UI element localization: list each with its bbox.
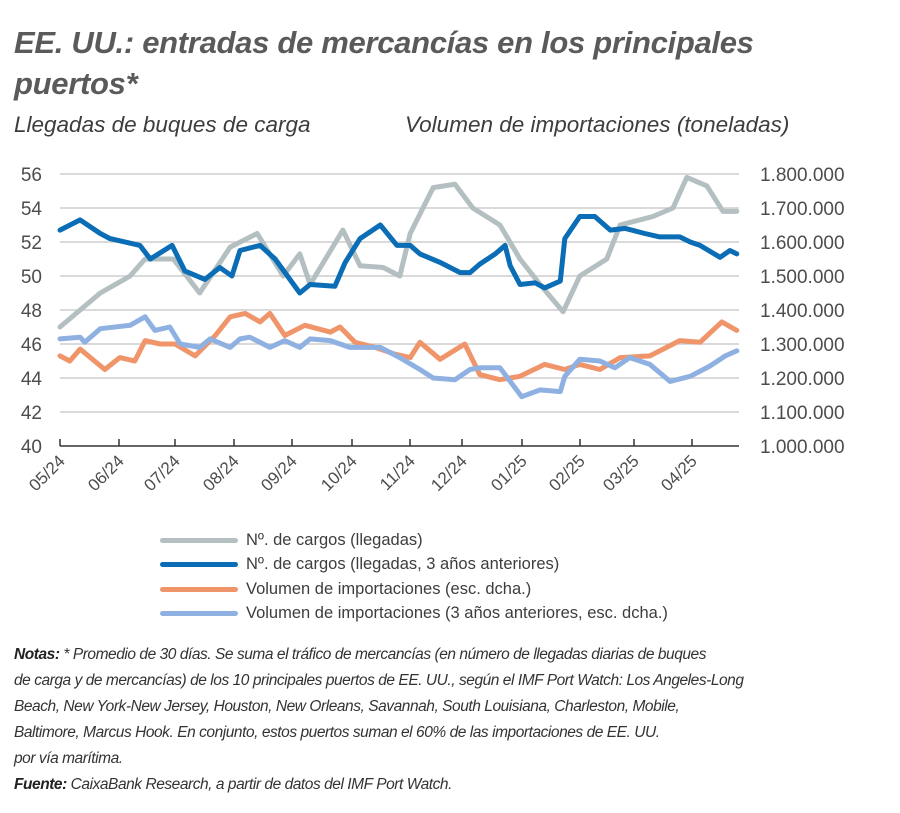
y-tick-label-right: 1.100.000 xyxy=(760,403,845,424)
series-line-import-volume-3y-prior xyxy=(57,314,740,400)
notes: Notas: * Promedio de 30 días. Se suma el… xyxy=(14,642,744,798)
chart-title: EE. UU.: entradas de mercancías en los p… xyxy=(14,22,874,104)
notes-line: Beach, New York-New Jersey, Houston, New… xyxy=(14,698,680,715)
legend-label: Nº. de cargos (llegadas) xyxy=(246,530,423,549)
y-tick-label-left: 54 xyxy=(21,199,43,220)
notes-line: Notas: * Promedio de 30 días. Se suma el… xyxy=(14,642,744,668)
y-tick-label-right: 1.400.000 xyxy=(760,301,845,322)
x-tick-label: 03/25 xyxy=(599,451,643,495)
x-tick-label: 08/24 xyxy=(199,451,243,495)
legend-swatch xyxy=(160,586,238,592)
notes-line: Baltimore, Marcus Hook. En conjunto, est… xyxy=(14,724,660,741)
legend-label: Nº. de cargos (llegadas, 3 años anterior… xyxy=(246,555,560,574)
chart-title-line-2: puertos* xyxy=(14,66,138,101)
y-tick-label-left: 48 xyxy=(21,301,42,322)
y-tick-label-left: 44 xyxy=(21,369,43,390)
legend-swatch xyxy=(160,537,238,543)
chart-title-line-1: EE. UU.: entradas de mercancías en los p… xyxy=(14,25,754,60)
y-tick-label-right: 1.200.000 xyxy=(760,369,845,390)
legend-item: Volumen de importaciones (3 años anterio… xyxy=(160,602,668,627)
legend: Nº. de cargos (llegadas) Nº. de cargos (… xyxy=(160,528,668,626)
x-tick-label: 10/24 xyxy=(317,451,361,495)
line-chart: 40 1.000.000 42 1.100.000 44 1.200.000 46 1.300… xyxy=(21,165,845,495)
y-tick-label-left: 56 xyxy=(21,165,42,186)
source-text: CaixaBank Research, a partir de datos de… xyxy=(66,776,453,793)
y-tick-label-left: 52 xyxy=(21,233,42,254)
y-tick-label-right: 1.000.000 xyxy=(760,437,845,458)
legend-label: Volumen de importaciones (esc. dcha.) xyxy=(246,579,532,598)
series-line-import-volume xyxy=(57,310,740,383)
notes-label: Notas: xyxy=(14,646,60,663)
notes-line: de carga y de mercancías) de los 10 prin… xyxy=(14,672,744,689)
series-line-arrivals-3y-prior xyxy=(57,214,740,296)
legend-swatch xyxy=(160,611,238,617)
legend-item: Volumen de importaciones (esc. dcha.) xyxy=(160,577,668,602)
source-line: Fuente: CaixaBank Research, a partir de … xyxy=(14,772,744,798)
legend-item: Nº. de cargos (llegadas, 3 años anterior… xyxy=(160,553,668,578)
notes-line: por vía marítima. xyxy=(14,750,123,767)
x-tick-label: 07/24 xyxy=(140,451,184,495)
y-tick-label-left: 42 xyxy=(21,403,42,424)
y-tick-label-right: 1.800.000 xyxy=(760,165,845,186)
y-tick-label-right: 1.600.000 xyxy=(760,233,845,254)
right-axis-title: Volumen de importaciones (toneladas) xyxy=(405,112,790,137)
x-tick-label: 06/24 xyxy=(84,451,128,495)
x-tick-label: 04/25 xyxy=(657,451,701,495)
y-tick-label-right: 1.500.000 xyxy=(760,267,845,288)
x-tick-label: 01/25 xyxy=(487,451,531,495)
legend-swatch xyxy=(160,562,238,568)
y-tick-label-left: 40 xyxy=(21,437,42,458)
x-tick-label: 09/24 xyxy=(257,451,301,495)
y-tick-label-left: 46 xyxy=(21,335,42,356)
notes-text: * Promedio de 30 días. Se suma el tráfic… xyxy=(59,646,707,663)
x-tick-label: 12/24 xyxy=(427,451,471,495)
y-tick-label-right: 1.700.000 xyxy=(760,199,845,220)
legend-item: Nº. de cargos (llegadas) xyxy=(160,528,668,553)
legend-label: Volumen de importaciones (3 años anterio… xyxy=(246,604,668,623)
y-tick-label-left: 50 xyxy=(21,267,42,288)
y-tick-label-right: 1.300.000 xyxy=(760,335,845,356)
x-tick-label: 11/24 xyxy=(376,451,419,494)
x-tick-label: 02/25 xyxy=(545,451,589,495)
left-axis-title: Llegadas de buques de carga xyxy=(14,112,311,137)
source-label: Fuente: xyxy=(14,776,67,793)
